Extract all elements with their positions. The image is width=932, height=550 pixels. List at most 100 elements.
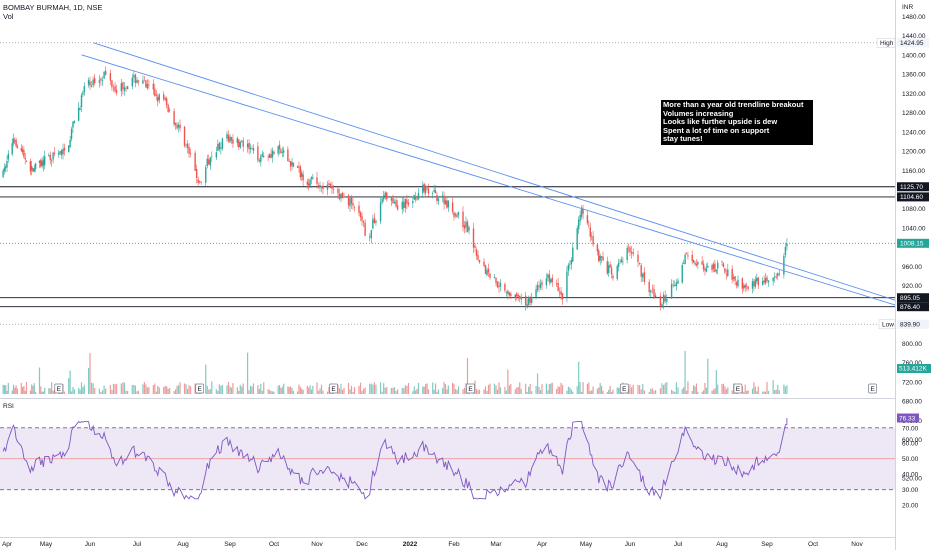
- candle[interactable]: [49, 154, 51, 161]
- candle[interactable]: [352, 203, 354, 206]
- candle[interactable]: [320, 186, 323, 188]
- candle[interactable]: [384, 192, 386, 197]
- candle[interactable]: [417, 192, 420, 200]
- candle[interactable]: [712, 264, 715, 269]
- candle[interactable]: [87, 79, 90, 85]
- candle[interactable]: [704, 269, 706, 271]
- candle[interactable]: [505, 291, 508, 293]
- candle[interactable]: [677, 280, 679, 284]
- lower-trendline[interactable]: [81, 54, 895, 306]
- candle[interactable]: [288, 161, 290, 162]
- candle[interactable]: [205, 167, 207, 183]
- candle[interactable]: [220, 147, 222, 149]
- candle[interactable]: [62, 148, 64, 155]
- candle[interactable]: [754, 279, 757, 287]
- candle[interactable]: [2, 170, 4, 177]
- candle[interactable]: [536, 285, 539, 291]
- candle[interactable]: [757, 277, 759, 286]
- candle[interactable]: [778, 273, 780, 275]
- candle[interactable]: [557, 283, 559, 291]
- candle[interactable]: [732, 277, 735, 279]
- candle[interactable]: [441, 195, 444, 197]
- candle[interactable]: [567, 264, 570, 271]
- candle[interactable]: [278, 144, 281, 150]
- upper-trendline[interactable]: [93, 42, 895, 301]
- candle[interactable]: [361, 216, 363, 221]
- candle[interactable]: [215, 152, 218, 158]
- candle[interactable]: [570, 259, 573, 265]
- candle[interactable]: [393, 202, 396, 204]
- candle[interactable]: [301, 172, 303, 177]
- candle[interactable]: [474, 245, 476, 248]
- candle[interactable]: [489, 273, 491, 278]
- candle[interactable]: [701, 261, 703, 265]
- candle[interactable]: [772, 277, 774, 282]
- candle[interactable]: [226, 133, 228, 139]
- candle[interactable]: [463, 225, 466, 229]
- candle[interactable]: [120, 83, 123, 92]
- candle[interactable]: [724, 268, 726, 273]
- candle[interactable]: [307, 183, 310, 186]
- candle[interactable]: [73, 121, 76, 124]
- candle[interactable]: [12, 138, 15, 144]
- candle[interactable]: [114, 86, 116, 92]
- candle[interactable]: [468, 227, 470, 231]
- symbol-title[interactable]: BOMBAY BURMAH, 1D, NSE: [3, 3, 103, 12]
- candle[interactable]: [548, 274, 551, 282]
- candle[interactable]: [382, 195, 385, 200]
- candle[interactable]: [24, 157, 26, 160]
- candle[interactable]: [401, 201, 403, 210]
- candle[interactable]: [292, 162, 295, 167]
- candle[interactable]: [443, 195, 445, 204]
- earnings-flag[interactable]: [868, 383, 877, 394]
- candle[interactable]: [632, 252, 634, 254]
- candle[interactable]: [246, 143, 249, 148]
- earnings-flag[interactable]: [466, 383, 475, 394]
- candle[interactable]: [329, 183, 332, 188]
- candle[interactable]: [423, 183, 425, 192]
- candle[interactable]: [373, 217, 376, 223]
- price-axis[interactable]: INR 1480.00 1440.00 1400.00 1360.00 1320.00 12…: [902, 4, 926, 483]
- candle[interactable]: [299, 166, 302, 178]
- candle[interactable]: [158, 94, 160, 101]
- candle[interactable]: [395, 200, 397, 207]
- candle[interactable]: [70, 128, 73, 140]
- candle[interactable]: [753, 281, 755, 287]
- candle[interactable]: [526, 304, 528, 307]
- candle[interactable]: [432, 192, 434, 194]
- candle[interactable]: [362, 221, 365, 223]
- candle[interactable]: [115, 90, 118, 93]
- candle[interactable]: [34, 163, 37, 170]
- candle[interactable]: [287, 149, 289, 162]
- candle[interactable]: [154, 88, 156, 96]
- candle[interactable]: [675, 282, 678, 287]
- candle[interactable]: [177, 125, 180, 128]
- candle[interactable]: [547, 274, 549, 278]
- earnings-flag[interactable]: [619, 383, 629, 394]
- candle[interactable]: [640, 265, 642, 277]
- earnings-flag[interactable]: [54, 383, 64, 394]
- candle[interactable]: [682, 263, 685, 264]
- candle[interactable]: [493, 277, 496, 278]
- candle[interactable]: [164, 98, 166, 101]
- candle[interactable]: [69, 139, 71, 147]
- candle[interactable]: [620, 259, 623, 263]
- candle[interactable]: [227, 135, 230, 142]
- candle[interactable]: [252, 147, 255, 151]
- candle[interactable]: [239, 142, 241, 148]
- candle[interactable]: [642, 273, 644, 278]
- candle[interactable]: [589, 227, 591, 237]
- candle[interactable]: [659, 296, 662, 306]
- candle[interactable]: [103, 71, 105, 79]
- candle[interactable]: [545, 278, 548, 286]
- candle[interactable]: [734, 276, 736, 281]
- candle[interactable]: [101, 80, 104, 81]
- candle[interactable]: [174, 122, 177, 125]
- candle[interactable]: [145, 80, 147, 88]
- candle[interactable]: [648, 281, 650, 293]
- candle[interactable]: [569, 264, 571, 265]
- candle[interactable]: [451, 202, 454, 212]
- candle[interactable]: [629, 247, 631, 253]
- candle[interactable]: [53, 152, 56, 154]
